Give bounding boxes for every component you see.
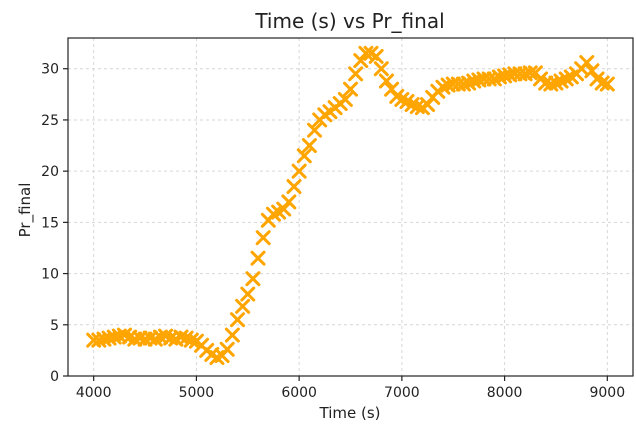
data-point [250, 250, 266, 266]
data-point [445, 76, 461, 92]
x-tick-label: 4000 [76, 385, 112, 401]
data-point [291, 163, 307, 179]
data-point [599, 76, 615, 92]
data-point [235, 298, 251, 314]
data-point [240, 286, 256, 302]
data-point [337, 91, 353, 107]
data-point [378, 73, 394, 89]
data-point [584, 63, 600, 79]
data-point [219, 341, 235, 357]
data-point [255, 230, 271, 246]
axes-layer: 4000 5000 6000 7000 8000 9000 0 5 10 15 20 25 30 [41, 37, 634, 401]
x-tick-label: 6000 [281, 385, 317, 401]
y-tick-label: 25 [41, 113, 59, 129]
y-tick-label: 10 [41, 267, 59, 283]
data-point [245, 271, 261, 287]
data-point [522, 65, 538, 81]
data-point [476, 71, 492, 87]
data-point [230, 312, 245, 328]
data-point [368, 48, 384, 64]
data-point [579, 55, 595, 71]
x-axis-label: Time (s) [319, 404, 381, 422]
data-point [296, 148, 312, 164]
plot-frame [67, 37, 634, 377]
data-point [224, 327, 240, 343]
y-tick-label: 30 [41, 62, 59, 78]
y-tick-label: 5 [50, 318, 59, 334]
x-tick-label: 5000 [179, 385, 215, 401]
data-point [301, 138, 317, 154]
marks-layer [86, 45, 615, 366]
data-point [286, 179, 302, 195]
data-point [307, 122, 323, 138]
x-tick-label: 8000 [487, 385, 523, 401]
y-tick-label: 0 [50, 369, 59, 385]
data-point [348, 66, 364, 82]
data-point [343, 81, 358, 97]
data-point [507, 66, 523, 82]
y-tick-label: 20 [41, 164, 59, 180]
y-axis-label: Pr_final [16, 183, 35, 238]
data-point [281, 194, 297, 210]
y-tick-label: 15 [41, 215, 59, 231]
x-tick-label: 7000 [384, 385, 420, 401]
chart-title: Time (s) vs Pr_final [254, 9, 444, 33]
data-point [373, 61, 389, 77]
x-tick-label: 9000 [589, 385, 625, 401]
